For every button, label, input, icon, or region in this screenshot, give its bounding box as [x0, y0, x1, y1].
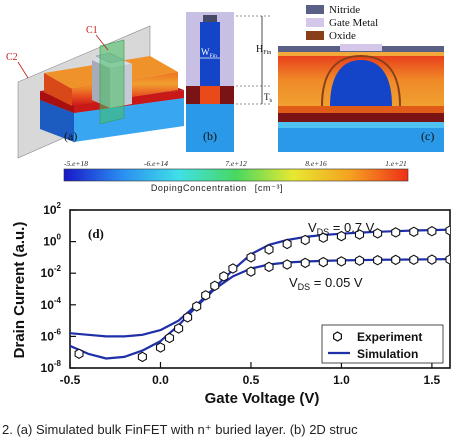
plot-frame: [69, 209, 451, 369]
experiment-point: [201, 290, 211, 301]
experiment-point: [445, 254, 450, 265]
experiment-point: [282, 259, 292, 270]
experiment-point: [246, 252, 256, 263]
colorbar: -5.e+18 -6.e+14 7.e+12 8.e+16 1.e+21 DopingC…: [63, 159, 409, 193]
figure-caption: 2. (a) Simulated bulk FinFET with n⁺ bur…: [2, 422, 358, 437]
experiment-point: [318, 256, 328, 268]
panel-label-d: (d): [88, 226, 104, 241]
legend-label-gate-metal: Gate Metal: [329, 17, 378, 29]
plane-label-c2: C2: [6, 52, 18, 63]
plane-c2-pointer: [17, 61, 29, 79]
experiment-point: [264, 244, 274, 255]
experiment-point: [183, 312, 193, 323]
experiment-point: [174, 323, 184, 334]
dim-label-w-fin: WFin: [201, 47, 217, 59]
experiment-point: [336, 230, 346, 242]
y-tick-label: 10-6: [41, 327, 62, 343]
experiment-point: [228, 263, 238, 274]
experiment-point: [137, 351, 147, 363]
legend-swatch-gate-metal: [306, 18, 324, 27]
experiment-point: [192, 301, 202, 312]
experiment-point: [409, 254, 419, 266]
legend-label-simulation: Simulation: [357, 347, 418, 361]
x-tick-label: 1.5: [424, 373, 441, 387]
legend-label-oxide: Oxide: [329, 30, 356, 42]
cut-plane-c1: [99, 39, 125, 125]
experiment-point: [164, 332, 175, 344]
dim-label-t-b: Tb: [264, 92, 273, 104]
y-tick-label: 10-8: [41, 359, 62, 375]
experiment-point: [74, 348, 84, 360]
experiment-point: [354, 255, 365, 266]
colorbar-tick-label: 7.e+12: [225, 159, 247, 168]
experiment-point: [373, 254, 383, 266]
legend-swatch-nitride: [306, 5, 324, 14]
chart-legend: Experiment Simulation: [321, 324, 444, 364]
experiment-point: [391, 254, 401, 266]
colorbar-title: DopingConcentration [cm⁻³]: [151, 183, 283, 193]
legend-marker-experiment: [333, 331, 342, 342]
x-tick-label: 0.5: [243, 373, 260, 387]
experiment-point: [318, 232, 328, 243]
colorbar-gradient-bar: [63, 168, 409, 182]
x-axis-label: Gate Voltage (V): [205, 390, 320, 407]
colorbar-tick-label: 8.e+16: [305, 159, 327, 168]
experiment-point: [264, 261, 274, 273]
experiment-point: [336, 256, 346, 267]
panel-c-doping-map: (c): [278, 44, 444, 152]
panel-a-3d-structure: C1 C2 (a): [6, 25, 184, 159]
experiment-point: [373, 228, 383, 239]
y-tick-label: 100: [43, 233, 61, 249]
panel-label-a: (a): [64, 129, 77, 143]
simulation-line-vds-0.05: [70, 258, 450, 360]
experiment-point: [391, 227, 401, 238]
plane-label-c1: C1: [86, 25, 98, 36]
experiment-point: [409, 226, 419, 238]
colorbar-tick-label: 1.e+21: [385, 159, 407, 168]
y-tick-label: 10-4: [41, 296, 62, 312]
y-tick-label: 10-2: [41, 264, 62, 280]
experiment-point: [219, 271, 229, 282]
x-tick-label: -0.5: [60, 373, 81, 387]
y-axis-label: Drain Current (a.u.): [11, 222, 28, 359]
legend-box: [321, 324, 444, 364]
legend-label-nitride: Nitride: [329, 4, 360, 16]
x-tick-label: 0.0: [152, 373, 169, 387]
experiment-point: [210, 280, 220, 292]
colorbar-tick-label: -5.e+18: [64, 159, 88, 168]
experiment-point: [354, 229, 365, 240]
experiment-point: [300, 257, 310, 269]
experiment-point: [445, 225, 450, 236]
panel-b-cross-section: HFin WFin Tb (b): [186, 12, 273, 152]
legend-swatch-oxide: [306, 31, 324, 40]
annotation-vds-0.05: VDS = 0.05 V: [289, 275, 363, 292]
experiment-point: [427, 254, 437, 265]
experiment-point: [246, 266, 256, 277]
annotation-vds-0.7: VDS = 0.7 V: [308, 220, 375, 237]
experiment-point: [300, 234, 310, 246]
panel-label-c: (c): [421, 129, 434, 143]
experiment-point: [427, 225, 437, 237]
x-tick-label: 1.0: [333, 373, 350, 387]
simulation-line-vds-0.7: [70, 228, 450, 338]
panel-d-chart: -0.5 0.0 0.5 1.0 1.5 102 100 10-2 10-4 10-6 10-8 (…: [11, 201, 451, 407]
material-legend: Nitride Gate Metal Oxide: [306, 4, 378, 42]
plane-c1-pointer: [95, 34, 109, 51]
colorbar-tick-label: -6.e+14: [144, 159, 168, 168]
experiment-point: [155, 342, 166, 353]
experiment-point: [282, 238, 292, 250]
legend-label-experiment: Experiment: [357, 330, 422, 344]
dim-label-h-fin: HFin: [256, 44, 271, 56]
y-tick-label: 102: [43, 201, 61, 217]
panel-label-b: (b): [203, 129, 217, 143]
